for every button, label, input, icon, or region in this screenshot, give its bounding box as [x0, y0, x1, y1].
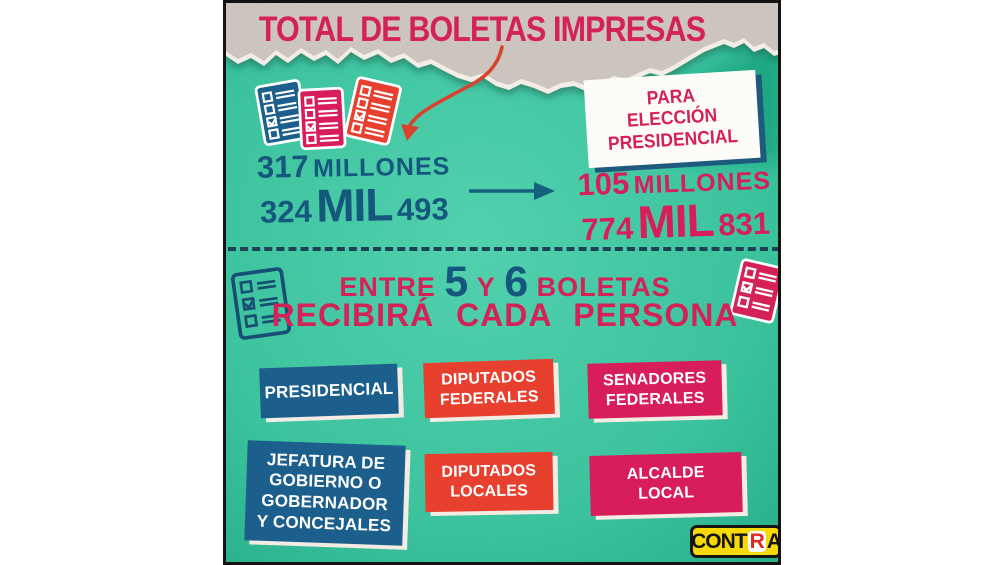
contra-logo: CONT R A [690, 525, 781, 558]
category-box-diputados-locales: DIPUTADOS LOCALES [424, 451, 554, 513]
logo-highlight-letter: R [747, 530, 766, 553]
logo-text: A [766, 529, 781, 553]
ballot-icon-pink [296, 86, 347, 151]
total-ballots-count: 317 MILLONES 324 MIL 493 [256, 148, 451, 232]
ballots-per-person-line1: ENTRE 5 Y 6 BOLETAS [339, 258, 671, 306]
category-label: ALCALDE LOCAL [626, 464, 705, 503]
tag-line: PARA [645, 85, 696, 110]
category-box-jefatura-gobierno: JEFATURA DE GOBIERNO O GOBERNADOR Y CONC… [244, 440, 406, 546]
presidential-ballots-count: 105 MILLONES 774 MIL 831 [576, 165, 772, 248]
category-box-alcalde-local: ALCALDE LOCAL [589, 452, 743, 516]
presidential-election-tag: PARA ELECCIÓN PRESIDENCIAL [583, 69, 761, 169]
category-box-presidencial: PRESIDENCIAL [259, 363, 399, 419]
ballots-per-person-line2: RECIBIRÁ CADA PERSONA [271, 297, 739, 333]
category-label: SENADORES FEDERALES [602, 369, 707, 409]
category-label: DIPUTADOS LOCALES [441, 462, 537, 501]
dashed-divider [228, 247, 778, 251]
category-label: PRESIDENCIAL [264, 378, 394, 402]
category-box-diputados-federales: DIPUTADOS FEDERALES [423, 358, 555, 419]
curved-arrow-icon [401, 45, 504, 141]
category-box-senadores-federales: SENADORES FEDERALES [587, 360, 723, 419]
category-label: JEFATURA DE GOBIERNO O GOBERNADOR Y CONC… [256, 449, 392, 536]
arrow-right-icon [469, 182, 555, 200]
logo-text: CONT [691, 529, 747, 553]
category-label: DIPUTADOS FEDERALES [439, 368, 539, 409]
page-title: TOTAL DE BOLETAS IMPRESAS [258, 10, 706, 49]
infographic-canvas: TOTAL DE BOLETAS IMPRESAS 317 MILLONES 3… [223, 0, 781, 565]
